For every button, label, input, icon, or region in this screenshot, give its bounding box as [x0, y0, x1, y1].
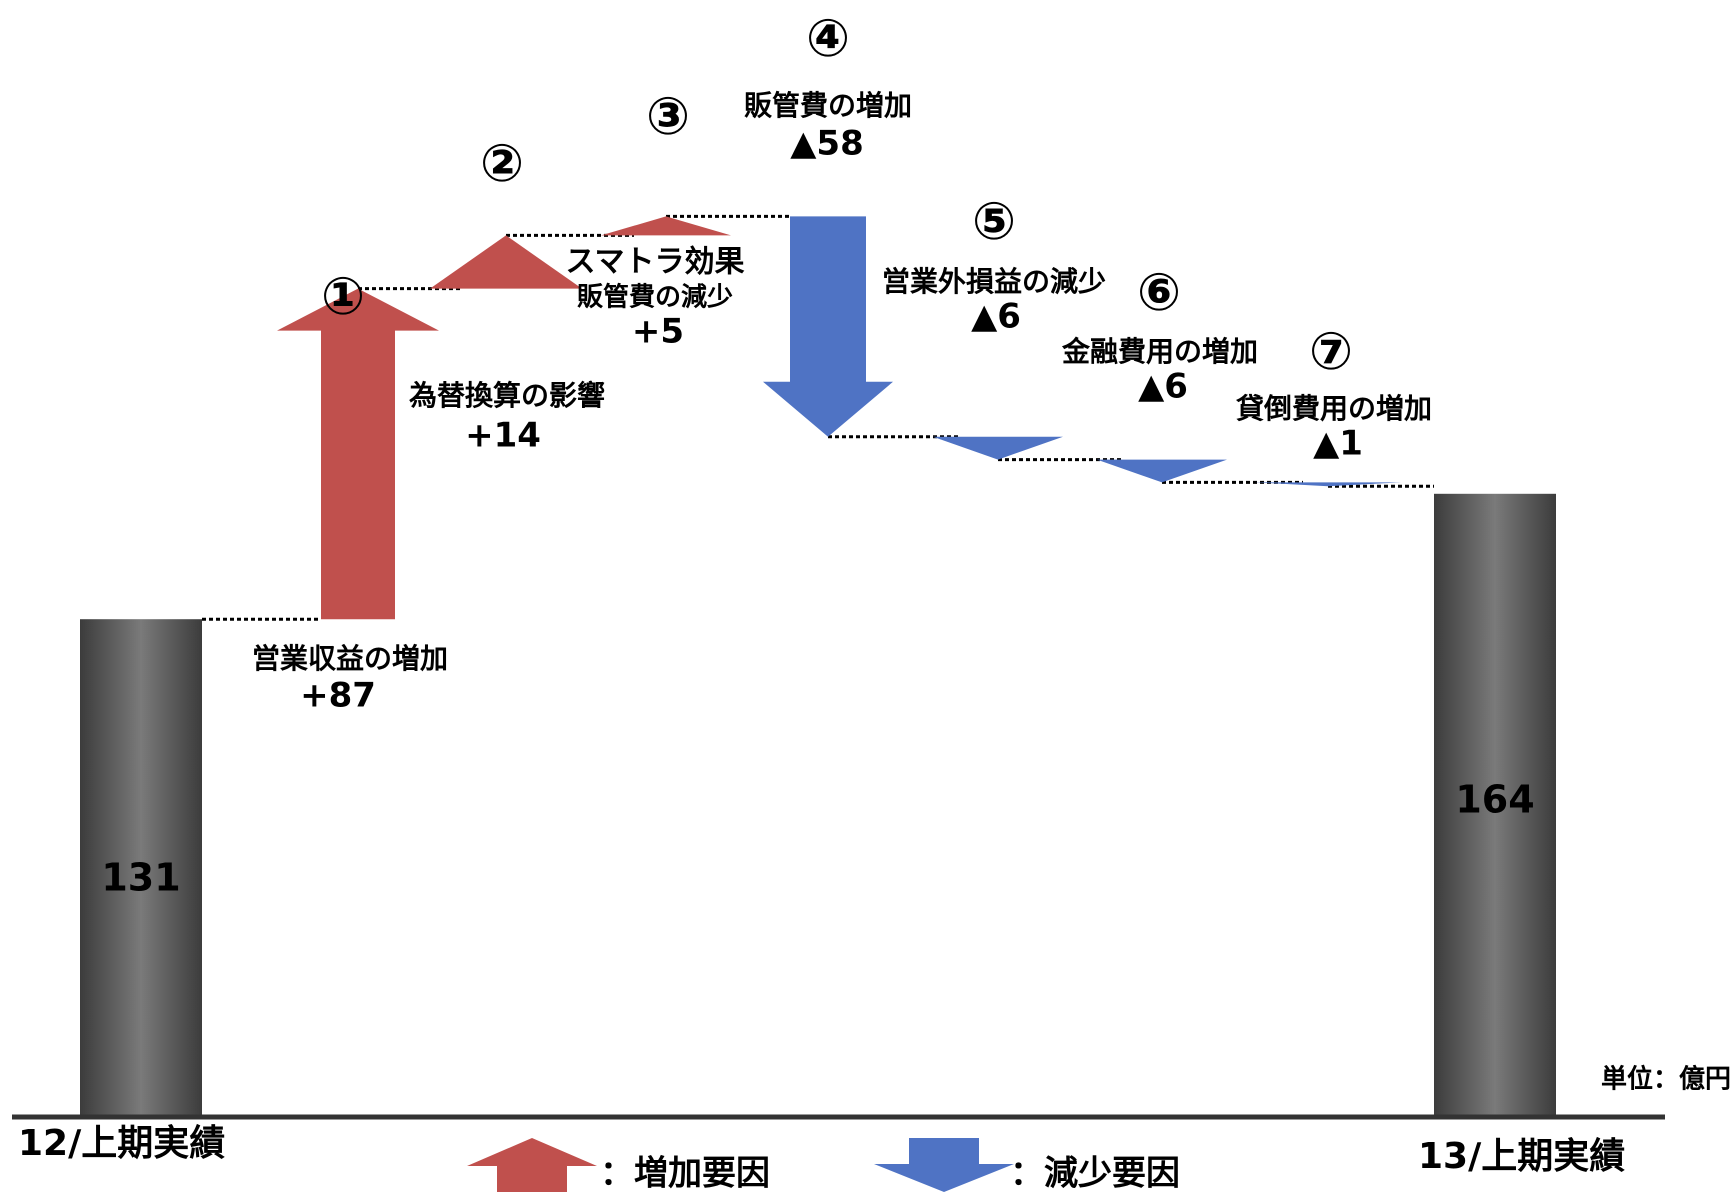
- step-label-4: 販管費の増加: [744, 89, 912, 122]
- end-value-label: 164: [1455, 778, 1534, 822]
- step-marker-1: ①: [321, 267, 365, 327]
- step-label-3-line-2: 販管費の減少: [577, 283, 733, 313]
- unit-label: 単位：億円: [1601, 1064, 1731, 1095]
- step-arrow-3: [601, 216, 731, 236]
- step-marker-4: ④: [806, 9, 850, 69]
- step-value-6: ▲6: [1138, 367, 1188, 407]
- step-label-7: 貸倒費用の増加: [1236, 392, 1432, 425]
- step-arrow-6: [1097, 459, 1227, 483]
- step-value-3: +5: [632, 312, 684, 352]
- step-value-5: ▲6: [971, 297, 1021, 337]
- step-label-6: 金融費用の増加: [1061, 335, 1258, 368]
- legend-decrease-label: ：減少要因: [1010, 1154, 1180, 1192]
- start-total-bar: [80, 619, 202, 1117]
- step-marker-3: ③: [646, 87, 690, 147]
- legend-increase-label: ：増加要因: [600, 1154, 770, 1192]
- step-value-4: ▲58: [790, 124, 863, 164]
- legend-increase-swatch: [467, 1138, 597, 1192]
- step-value-2: +14: [465, 416, 541, 456]
- step-arrow-4: [763, 216, 893, 437]
- step-marker-5: ⑤: [972, 192, 1016, 252]
- start-category-label: 12/上期実績: [18, 1123, 225, 1164]
- step-marker-6: ⑥: [1137, 263, 1181, 323]
- step-value-1: +87: [300, 676, 376, 716]
- step-marker-7: ⑦: [1309, 322, 1353, 382]
- step-marker-2: ②: [480, 134, 524, 194]
- legend-decrease-swatch: [874, 1138, 1014, 1192]
- step-label-2: 為替換算の影響: [409, 379, 605, 412]
- step-arrow-5: [933, 436, 1063, 460]
- step-label-5: 営業外損益の減少: [882, 265, 1106, 298]
- step-arrow-1: [277, 288, 439, 620]
- step-arrow-2: [430, 235, 582, 289]
- end-category-label: 13/上期実績: [1418, 1136, 1625, 1177]
- start-value-label: 131: [101, 856, 180, 900]
- step-arrow-7: [1255, 482, 1401, 487]
- step-value-7: ▲1: [1313, 424, 1363, 464]
- step-label-3-line-1: スマトラ効果: [565, 245, 744, 280]
- step-label-1: 営業収益の増加: [252, 642, 448, 675]
- end-total-bar: [1434, 493, 1556, 1117]
